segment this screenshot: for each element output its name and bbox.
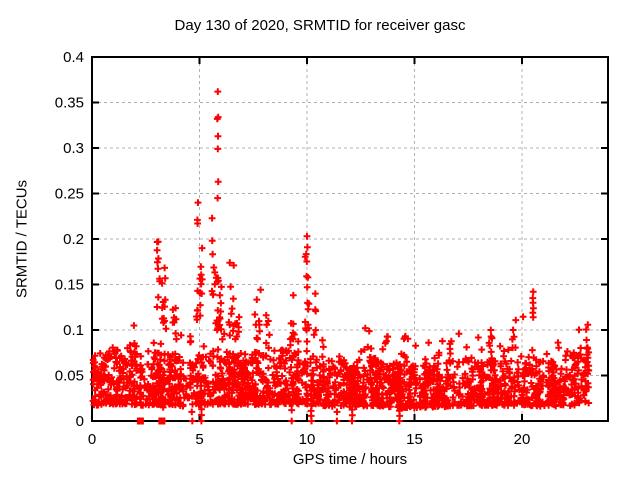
y-tick-label: 0.35 [55,95,84,112]
x-tick-label: 0 [88,431,96,448]
x-axis-label: GPS time / hours [292,451,408,468]
chart-title: Day 130 of 2020, SRMTID for receiver gas… [174,17,466,34]
x-tick-label: 5 [195,431,203,448]
x-tick-label: 15 [406,431,423,448]
y-tick-label: 0.05 [55,368,84,385]
zero-flag-marker [136,417,144,425]
x-tick-label: 20 [514,431,531,448]
y-tick-label: 0.25 [55,186,84,203]
x-tick-label: 10 [299,431,316,448]
y-tick-label: 0.15 [55,277,84,294]
y-tick-label: 0.2 [63,231,84,248]
y-tick-label: 0.1 [63,322,84,339]
y-tick-label: 0.4 [63,49,84,66]
y-tick-label: 0.3 [63,140,84,157]
scatter-points [89,88,593,425]
y-tick-label: 0 [76,413,84,430]
zero-flag-marker [158,417,166,425]
